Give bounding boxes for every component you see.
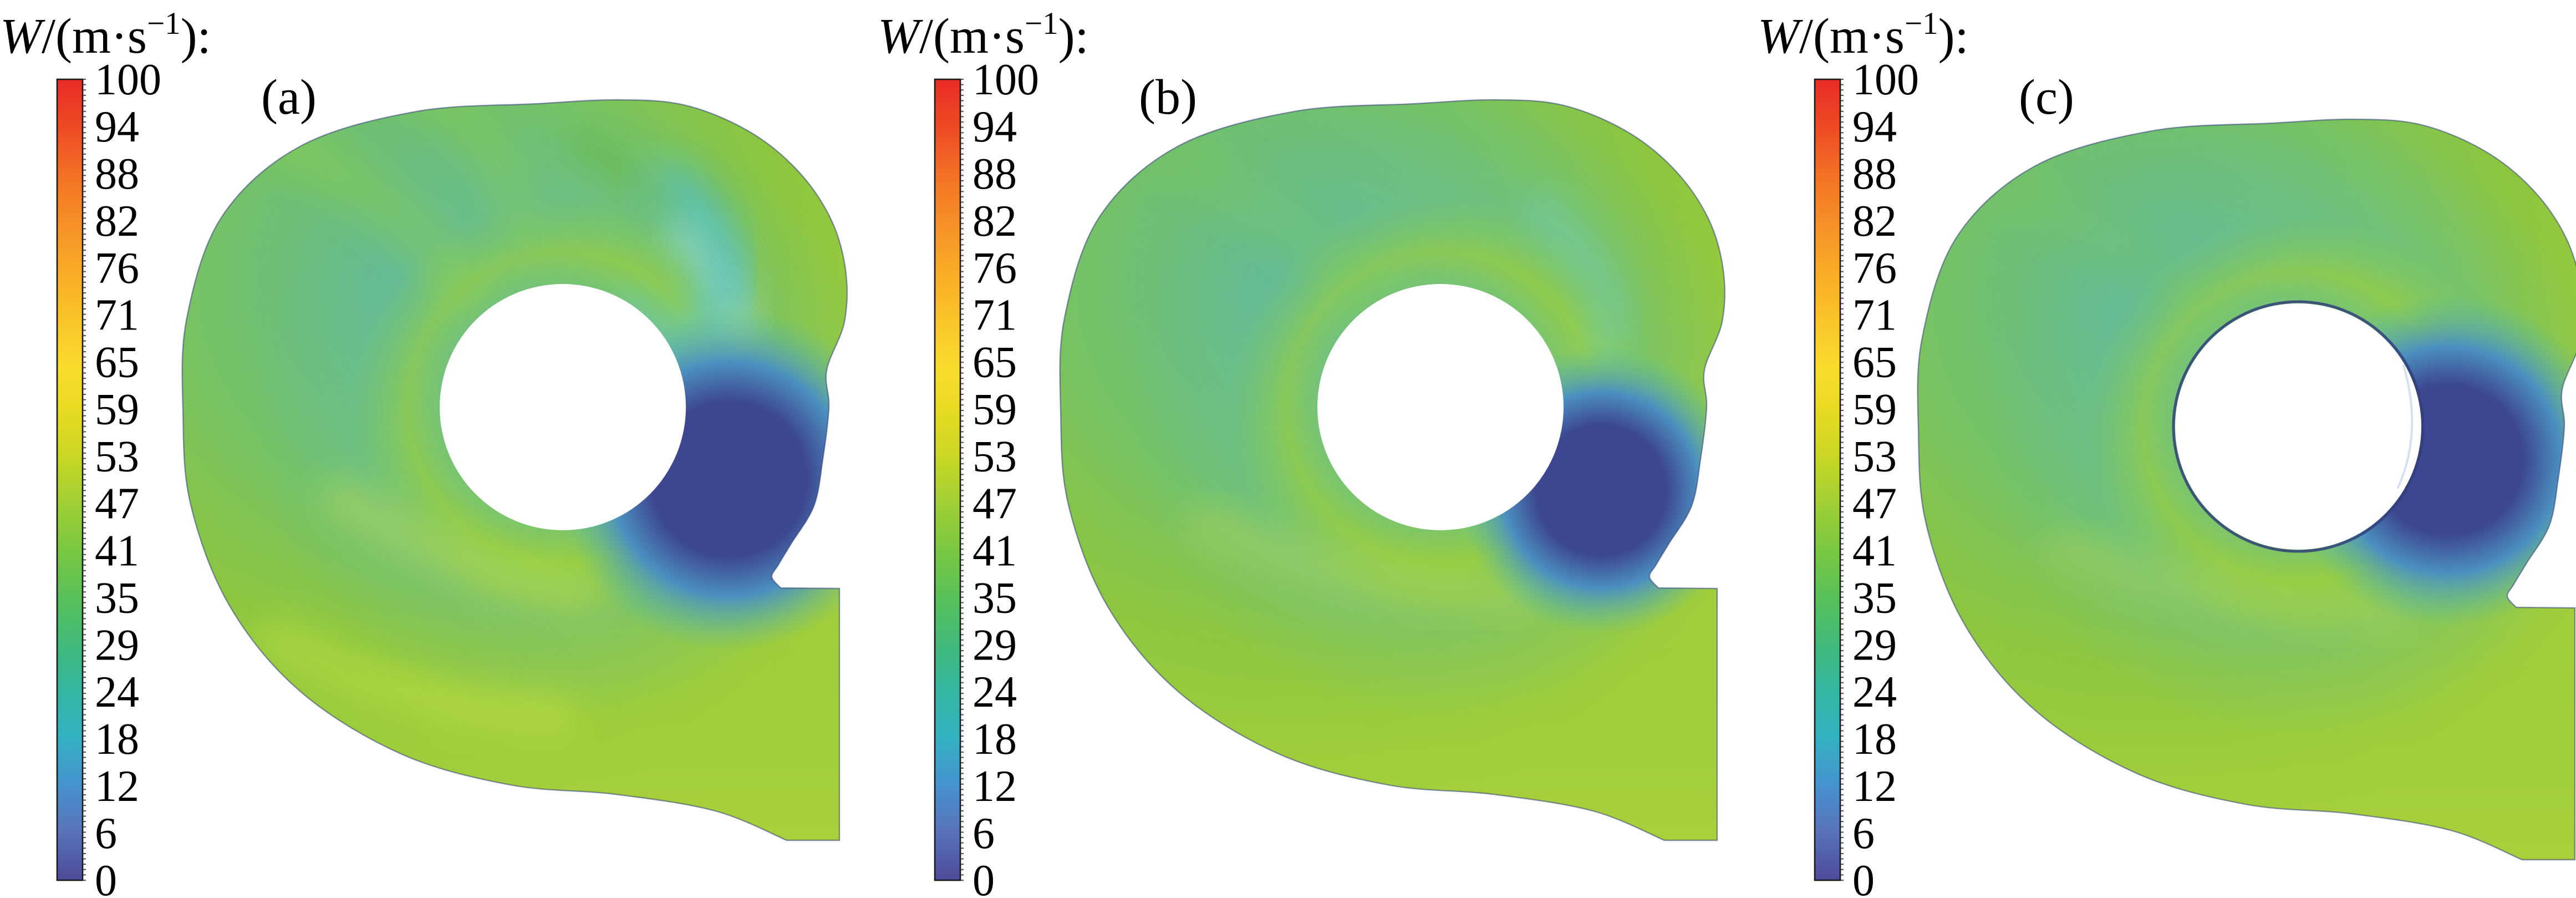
svg-text:94: 94 [1852,103,1897,151]
svg-text:18: 18 [973,715,1017,764]
svg-text:47: 47 [95,480,139,529]
svg-text:65: 65 [1852,338,1897,387]
svg-text:76: 76 [1852,244,1897,293]
svg-text:0: 0 [973,856,995,898]
svg-text:12: 12 [1852,762,1897,811]
svg-text:71: 71 [1852,291,1897,340]
svg-text:41: 41 [973,526,1017,575]
svg-text:(c): (c) [2019,70,2074,125]
svg-text:53: 53 [95,433,139,481]
svg-text:47: 47 [1852,480,1897,529]
svg-text:88: 88 [1852,150,1897,199]
svg-text:12: 12 [973,762,1017,811]
svg-text:24: 24 [973,668,1017,717]
svg-text:6: 6 [973,809,995,858]
svg-text:24: 24 [95,668,139,717]
svg-text:88: 88 [95,150,139,199]
svg-text:35: 35 [1852,574,1897,622]
svg-text:59: 59 [95,385,139,434]
svg-text:82: 82 [1852,197,1897,246]
svg-text:35: 35 [95,574,139,622]
svg-text:(a): (a) [261,70,317,125]
svg-text:6: 6 [1852,809,1875,858]
svg-text:18: 18 [95,715,139,764]
svg-text:(b): (b) [1139,70,1197,125]
svg-text:47: 47 [973,480,1017,529]
svg-text:41: 41 [95,526,139,575]
svg-text:94: 94 [973,103,1017,151]
svg-text:29: 29 [1852,621,1897,669]
svg-text:71: 71 [973,291,1017,340]
svg-text:71: 71 [95,291,139,340]
svg-text:53: 53 [1852,433,1897,481]
svg-text:65: 65 [95,338,139,387]
svg-text:59: 59 [973,385,1017,434]
svg-text:82: 82 [95,197,139,246]
svg-text:59: 59 [1852,385,1897,434]
svg-text:76: 76 [973,244,1017,293]
svg-text:94: 94 [95,103,139,151]
svg-text:29: 29 [973,621,1017,669]
svg-text:29: 29 [95,621,139,669]
svg-text:24: 24 [1852,668,1897,717]
svg-text:0: 0 [1852,856,1875,898]
svg-text:0: 0 [95,856,117,898]
svg-text:18: 18 [1852,715,1897,764]
svg-text:53: 53 [973,433,1017,481]
svg-text:41: 41 [1852,526,1897,575]
svg-text:82: 82 [973,197,1017,246]
svg-text:88: 88 [973,150,1017,199]
svg-text:12: 12 [95,762,139,811]
svg-text:35: 35 [973,574,1017,622]
svg-text:76: 76 [95,244,139,293]
svg-text:6: 6 [95,809,117,858]
svg-text:65: 65 [973,338,1017,387]
